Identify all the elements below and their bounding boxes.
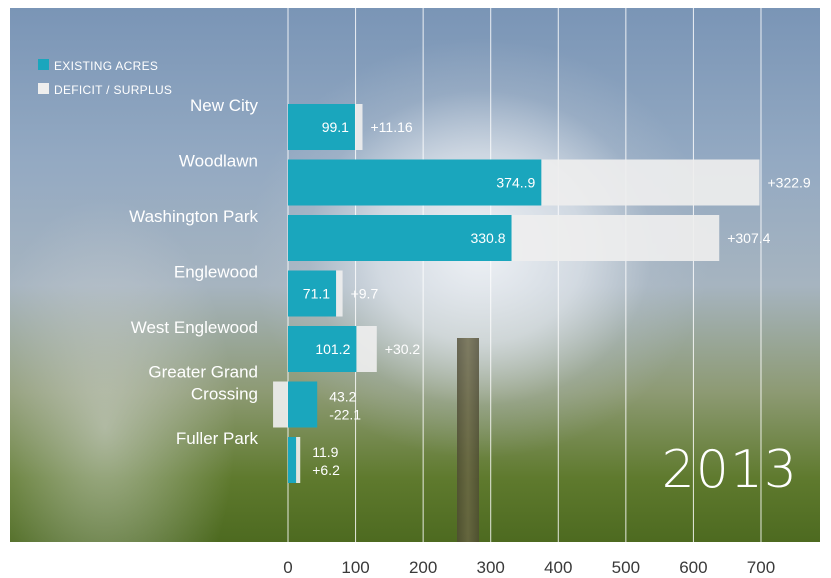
bar-deficit-surplus [354,104,363,150]
deficit-value-label: +9.7 [351,286,379,302]
existing-value-label: 330.8 [470,230,505,246]
bar-deficit-surplus [541,159,760,206]
bar-deficit-surplus [511,215,720,261]
bar-group: West Englewood 101.2 +30.2 [131,318,421,372]
bar-group: Woodlawn 374..9 +322.9 [179,152,811,206]
existing-value-label: 11.9 [312,444,338,460]
existing-value-label: 374..9 [496,175,535,191]
x-tick-label: 0 [283,558,292,577]
bar-existing-acres [288,104,355,150]
existing-value-label: 71.1 [303,286,330,302]
category-label: New City [190,96,259,115]
bar-group: Greater Grand Crossing 43.2 -22.1 [148,363,361,428]
bar-deficit-surplus [273,381,288,428]
bar-group: New City 99.1 +11.16 [190,96,413,150]
category-label: Greater Grand [148,363,258,382]
x-tick-label: 300 [477,558,505,577]
category-label: Woodlawn [179,152,258,171]
bar-existing-acres [288,381,318,428]
x-tick-label: 400 [544,558,572,577]
bar-deficit-surplus [296,437,301,483]
dandelion-background-photo [10,8,820,542]
x-tick-label: 600 [679,558,707,577]
dandelion-stem [457,338,479,542]
existing-value-label: 43.2 [329,389,356,405]
deficit-value-label: +307.4 [727,230,770,246]
legend-label-deficit: DEFICIT / SURPLUS [54,83,172,97]
existing-value-label: 99.1 [322,119,349,135]
deficit-value-label: +6.2 [312,462,340,478]
x-tick-label: 100 [341,558,369,577]
deficit-value-label: +11.16 [371,119,413,135]
bar-existing-acres [288,270,337,317]
category-label: Washington Park [129,207,258,226]
category-label: West Englewood [131,318,258,337]
category-label: Englewood [174,263,258,282]
legend-swatch-deficit [38,83,49,94]
bar-group: Englewood 71.1 +9.7 [174,263,379,317]
bar-existing-acres [288,326,357,372]
legend-swatch-existing [38,59,49,70]
year-annotation: 2013 [662,440,798,500]
deficit-value-label: -22.1 [329,407,361,423]
bar-group: Washington Park 330.8 +307.4 [129,207,771,261]
existing-value-label: 101.2 [315,341,350,357]
deficit-value-label: +322.9 [768,175,811,191]
x-axis-tick-labels: 0 100 200 300 400 500 600 700 [283,558,775,577]
legend-label-existing: EXISTING ACRES [54,59,158,73]
category-label: Crossing [191,385,258,404]
bar-group: Fuller Park 11.9 +6.2 [176,429,340,483]
x-tick-label: 200 [409,558,437,577]
deficit-value-label: +30.2 [385,341,421,357]
bar-deficit-surplus [336,270,343,317]
legend: EXISTING ACRES DEFICIT / SURPLUS [38,59,172,97]
x-tick-label: 500 [612,558,640,577]
bar-existing-acres [288,215,512,261]
bar-deficit-surplus [356,326,377,372]
bar-existing-acres [288,437,297,483]
x-tick-label: 700 [747,558,775,577]
bar-existing-acres [288,159,542,206]
category-label: Fuller Park [176,429,259,448]
